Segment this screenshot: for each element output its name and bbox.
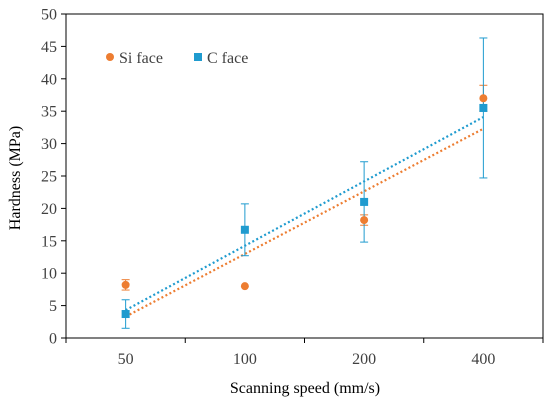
y-tick-label: 0: [49, 331, 57, 348]
x-tick-label: 400: [471, 351, 495, 368]
trendlines: [125, 116, 484, 318]
data-point-c-face: [360, 197, 369, 206]
legend-marker-c-face: [194, 53, 202, 61]
y-tick-label: 20: [41, 201, 57, 218]
x-tick-label: 100: [233, 351, 257, 368]
x-axis-title: Scanning speed (mm/s): [230, 380, 380, 397]
x-tick-label: 50: [118, 351, 134, 368]
data-point-si-face: [121, 280, 130, 289]
data-point-c-face: [479, 103, 488, 112]
legend-label: C face: [207, 50, 248, 67]
data-point-si-face: [479, 94, 488, 103]
y-tick-label: 35: [41, 104, 57, 121]
data-point-si-face: [240, 282, 249, 291]
y-axis-ticks: 0 5 10 15 20 25 30 35 40 45 50: [41, 7, 66, 348]
y-tick-label: 10: [41, 266, 57, 283]
legend: Si face C face: [106, 50, 248, 67]
data-point-c-face: [121, 310, 130, 319]
y-axis-title: Hardness (MPa): [7, 126, 24, 230]
x-axis-ticks: 50 100 200 400: [65, 338, 544, 368]
legend-marker-si-face: [106, 53, 114, 61]
x-tick-label: 200: [352, 351, 376, 368]
data-points: [121, 94, 488, 319]
y-tick-label: 5: [49, 298, 57, 315]
trendline-square: [125, 116, 484, 312]
data-point-c-face: [240, 225, 249, 234]
y-tick-label: 30: [41, 136, 57, 153]
legend-label: Si face: [119, 50, 163, 67]
y-tick-label: 45: [41, 39, 57, 56]
y-tick-label: 25: [41, 169, 57, 186]
y-tick-label: 15: [41, 233, 57, 250]
y-tick-label: 40: [41, 71, 57, 88]
data-point-si-face: [360, 216, 369, 225]
y-tick-label: 50: [41, 7, 57, 24]
